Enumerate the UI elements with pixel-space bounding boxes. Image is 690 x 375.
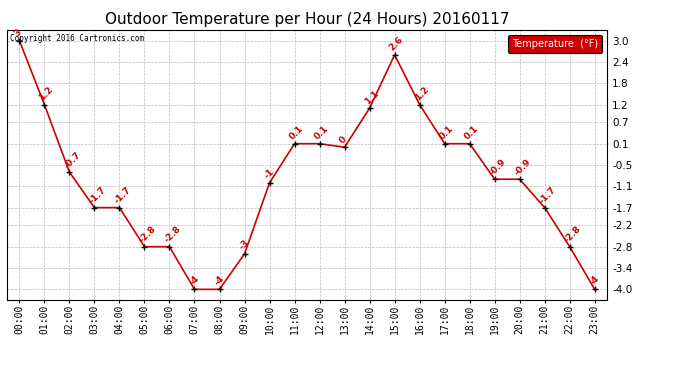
Title: Outdoor Temperature per Hour (24 Hours) 20160117: Outdoor Temperature per Hour (24 Hours) … xyxy=(105,12,509,27)
Text: 1.2: 1.2 xyxy=(413,85,431,102)
Text: -0.9: -0.9 xyxy=(488,157,508,177)
Text: 0.1: 0.1 xyxy=(288,124,305,141)
Text: -4: -4 xyxy=(213,274,226,287)
Text: -0.9: -0.9 xyxy=(513,157,533,177)
Text: 1.2: 1.2 xyxy=(37,85,55,102)
Text: -0.7: -0.7 xyxy=(63,150,83,170)
Text: 0.1: 0.1 xyxy=(313,124,330,141)
Text: Copyright 2016 Cartronics.com: Copyright 2016 Cartronics.com xyxy=(10,34,144,43)
Text: -2.8: -2.8 xyxy=(163,224,183,245)
Text: 3: 3 xyxy=(12,28,23,39)
Text: 0.1: 0.1 xyxy=(463,124,480,141)
Text: -2.8: -2.8 xyxy=(137,224,158,245)
Text: -1: -1 xyxy=(263,167,276,181)
Text: 0: 0 xyxy=(337,134,348,145)
Text: -4: -4 xyxy=(588,274,601,287)
Text: -1.7: -1.7 xyxy=(538,185,558,206)
Text: 2.6: 2.6 xyxy=(388,35,405,53)
Legend: Temperature  (°F): Temperature (°F) xyxy=(509,35,602,52)
Text: -3: -3 xyxy=(237,238,251,252)
Text: -4: -4 xyxy=(188,274,201,287)
Text: -1.7: -1.7 xyxy=(88,185,108,206)
Text: 1.1: 1.1 xyxy=(363,88,380,106)
Text: -1.7: -1.7 xyxy=(112,185,133,206)
Text: -2.8: -2.8 xyxy=(563,224,583,245)
Text: 0.1: 0.1 xyxy=(437,124,455,141)
